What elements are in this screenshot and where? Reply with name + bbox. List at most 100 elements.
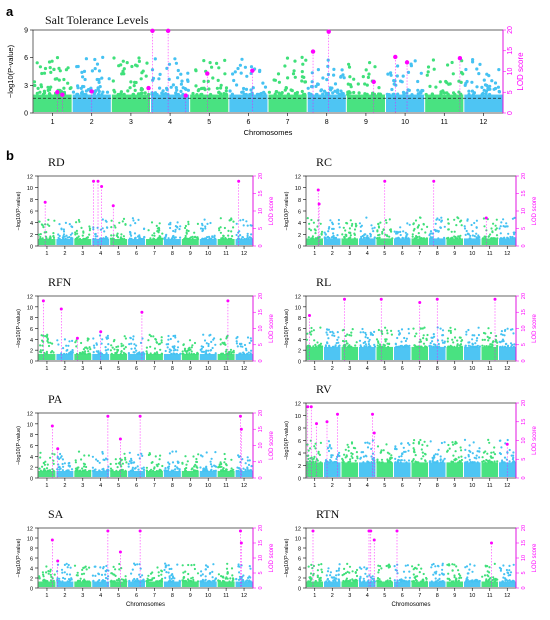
data-point [172, 229, 175, 233]
point-band [38, 581, 56, 587]
data-point [205, 465, 208, 468]
data-point [246, 224, 249, 227]
data-point [389, 71, 393, 75]
data-point [39, 233, 42, 236]
data-point [415, 235, 418, 238]
data-point [216, 78, 220, 82]
data-point [484, 461, 487, 464]
data-point [110, 234, 113, 237]
data-point [368, 338, 371, 341]
data-point [477, 580, 480, 583]
data-point [369, 333, 373, 336]
data-point [447, 222, 450, 225]
x-tick-label: 3 [81, 366, 84, 372]
data-point [425, 345, 428, 348]
data-point [207, 349, 210, 352]
data-point [511, 454, 515, 457]
data-point [471, 570, 474, 573]
data-point [186, 88, 190, 92]
y2-tick-label: 20 [258, 525, 264, 531]
x-tick-label: 1 [313, 483, 316, 489]
qtl-point [372, 431, 376, 435]
x-tick-label: 9 [453, 366, 456, 372]
data-point [450, 230, 453, 233]
data-point [276, 72, 281, 76]
data-point [496, 237, 499, 240]
point-band [306, 346, 323, 360]
data-point [76, 86, 80, 90]
data-point [363, 579, 366, 583]
data-point [96, 92, 101, 96]
data-point [501, 345, 504, 348]
data-point [412, 229, 415, 232]
data-point [347, 65, 352, 69]
data-point [41, 344, 44, 347]
data-point [377, 222, 380, 225]
data-point [131, 466, 134, 469]
data-point [429, 342, 432, 345]
data-point [455, 224, 458, 227]
data-point [354, 447, 357, 450]
x-tick-label: 12 [241, 366, 247, 372]
data-point [39, 456, 42, 459]
data-point [390, 456, 393, 459]
data-point [341, 457, 344, 460]
data-point [191, 91, 195, 96]
data-point [239, 219, 242, 222]
data-point [390, 87, 394, 92]
data-point [442, 573, 445, 576]
data-point [60, 352, 63, 355]
y2-axis-label: LOD score [532, 426, 538, 455]
data-point [489, 331, 493, 335]
data-point [482, 88, 486, 92]
data-point [416, 88, 420, 92]
data-point [440, 220, 443, 223]
point-band [110, 581, 128, 587]
point-band [376, 346, 393, 360]
data-point [140, 237, 143, 241]
data-point [459, 345, 462, 348]
data-point [117, 236, 120, 239]
data-point [502, 218, 505, 221]
data-point [341, 329, 344, 332]
data-point [319, 222, 322, 225]
data-point [349, 458, 352, 461]
data-point [362, 236, 366, 239]
data-point [92, 344, 96, 347]
y-axis-label: −log10(P-value) [16, 426, 22, 465]
data-point [184, 87, 188, 91]
data-point [490, 451, 493, 454]
data-point [364, 233, 367, 236]
data-point [79, 86, 83, 90]
data-point [102, 458, 105, 461]
data-point [97, 89, 101, 94]
data-point [426, 333, 429, 337]
data-point [69, 566, 72, 569]
data-point [443, 345, 446, 348]
data-point [470, 223, 473, 227]
x-tick-label: 8 [171, 366, 174, 372]
data-point [80, 573, 84, 576]
y-tick-label: 2 [298, 577, 301, 583]
data-point [135, 344, 138, 347]
data-point [426, 225, 429, 228]
data-point [191, 576, 194, 579]
data-point [436, 453, 439, 456]
data-point [475, 85, 479, 89]
data-point [499, 452, 502, 456]
data-point [136, 563, 139, 566]
data-point [482, 78, 486, 82]
data-point [389, 229, 392, 232]
qtl-point [393, 54, 398, 60]
data-point [467, 328, 470, 332]
data-point [369, 235, 372, 238]
data-point [75, 229, 78, 232]
y-tick-label: 12 [295, 175, 301, 181]
point-band [128, 470, 145, 477]
data-point [122, 67, 126, 71]
panel-a: Salt Tolerance Levels036905101520−log10(… [6, 13, 525, 137]
data-point [372, 456, 375, 460]
data-point [226, 334, 229, 337]
data-point [509, 342, 513, 345]
data-point [335, 574, 338, 577]
